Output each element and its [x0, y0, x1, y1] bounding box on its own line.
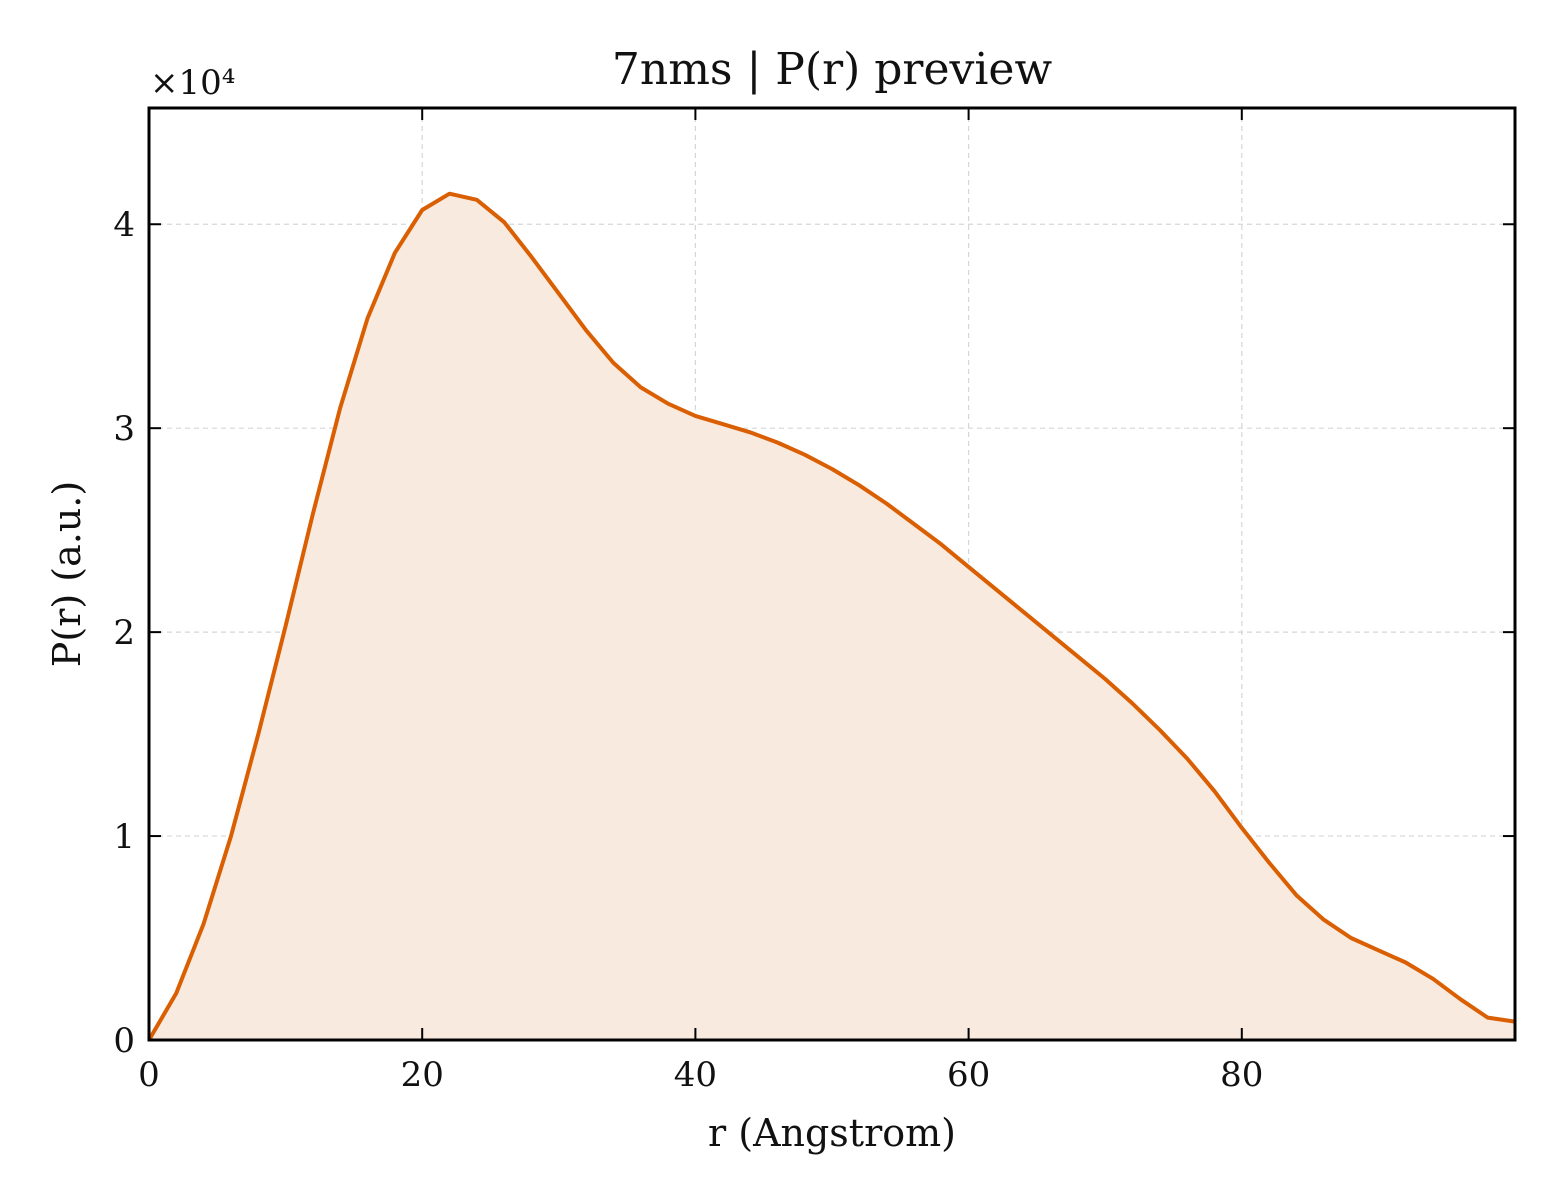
x-tick-label: 20 — [401, 1055, 444, 1095]
y-tick-label: 1 — [113, 817, 135, 857]
ticks: 0 20 40 60 80 0 1 2 3 4 — [113, 108, 1515, 1095]
area-fill — [149, 193, 1515, 1040]
y-tick-label: 2 — [113, 613, 135, 653]
x-tick-label: 80 — [1220, 1055, 1263, 1095]
y-tick-label: 4 — [113, 205, 135, 245]
x-tick-label: 40 — [674, 1055, 717, 1095]
x-tick-label: 0 — [138, 1055, 160, 1095]
x-tick-label: 60 — [947, 1055, 990, 1095]
y-multiplier-label: ×10⁴ — [150, 63, 235, 103]
y-axis-label: P(r) (a.u.) — [45, 481, 89, 667]
chart-title: 7nms | P(r) preview — [612, 44, 1053, 95]
y-tick-label: 0 — [113, 1021, 135, 1061]
series-line — [147, 191, 1516, 1042]
plot-frame — [147, 106, 1517, 1042]
y-tick-label: 3 — [113, 409, 135, 449]
x-axis-label: r (Angstrom) — [708, 1111, 956, 1155]
